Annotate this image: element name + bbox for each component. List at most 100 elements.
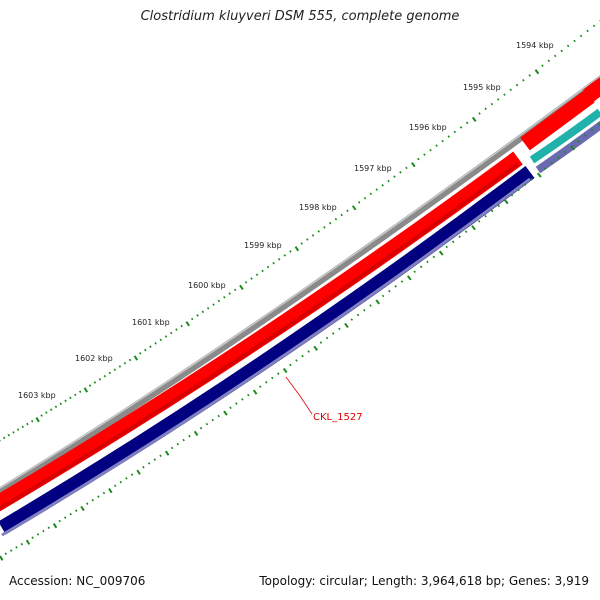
ruler-tick: [217, 299, 221, 303]
forward-gene-bar[interactable]: [0, 151, 523, 512]
ruler-tick: [259, 385, 262, 388]
ruler-tick: [319, 341, 323, 344]
ruler-tick: [235, 402, 238, 405]
ruler-tick: [387, 179, 390, 183]
ruler-tick: [193, 430, 199, 437]
ruler-tick: [21, 425, 24, 429]
ruler-tick: [530, 178, 533, 181]
ruler-label: 1601 kbp: [132, 318, 170, 327]
ruler-tick: [4, 552, 8, 555]
ruler-tick: [317, 230, 320, 233]
ruler-tick: [149, 345, 152, 348]
backbone-track: [0, 75, 600, 496]
ruler-tick: [490, 102, 494, 106]
reverse-gene-shade: [1, 177, 531, 537]
ruler-tick: [417, 157, 420, 161]
ruler-tick: [523, 183, 527, 186]
reverse-gene-bar[interactable]: [0, 166, 535, 535]
ruler-tick: [534, 69, 540, 75]
ruler-tick: [12, 431, 15, 434]
ruler-tick: [399, 171, 402, 174]
ruler-tick: [170, 446, 174, 450]
ruler-tick: [490, 209, 494, 213]
ruler-tick: [592, 24, 596, 28]
ruler-tick: [369, 192, 373, 196]
ruler-tick: [543, 167, 547, 170]
ruler-tick: [130, 473, 134, 476]
ruler-tick: [363, 196, 367, 200]
ruler-tick: [47, 526, 51, 530]
ruler-tick: [108, 371, 112, 375]
ruler-tick: [147, 462, 151, 465]
ruler-tick: [438, 250, 444, 256]
map-title: Clostridium kluyveri DSM 555, complete g…: [140, 9, 460, 24]
ruler-label: 1600 kbp: [188, 281, 226, 290]
ruler-tick: [453, 130, 457, 134]
ruler-tick: [344, 322, 349, 329]
ruler-tick: [528, 74, 531, 77]
ruler-tick: [212, 303, 215, 306]
ruler-tick: [393, 175, 396, 178]
ruler-tick: [128, 358, 132, 362]
ruler-tick: [579, 34, 583, 38]
ruler-tick: [266, 265, 270, 269]
ruler-tick: [164, 335, 168, 338]
ruler-tick: [517, 188, 520, 192]
ruler-tick: [52, 523, 58, 529]
ruler-tick: [91, 498, 95, 502]
ruler-tick: [108, 488, 113, 494]
forward-gene-2[interactable]: [520, 89, 595, 151]
ruler-tick: [142, 465, 145, 469]
ruler-tick: [277, 372, 280, 375]
ruler-tick: [223, 295, 226, 299]
ruler-tick: [363, 308, 366, 312]
ruler-tick: [159, 454, 162, 458]
ruler-tick: [64, 516, 67, 519]
ruler-tick: [560, 49, 563, 53]
ruler-tick: [205, 422, 209, 426]
ruler-tick: [419, 265, 423, 269]
ruler-tick: [553, 54, 557, 58]
teal-feature-lower[interactable]: [535, 120, 600, 174]
ruler-tick: [323, 226, 326, 229]
ruler-tick: [69, 512, 72, 516]
ruler-tick: [441, 139, 444, 143]
teal-feature[interactable]: [529, 108, 600, 164]
ruler-tick: [478, 112, 481, 115]
ruler-tick: [282, 367, 288, 374]
ruler-tick: [590, 128, 594, 132]
ruler-tick: [294, 246, 300, 252]
ruler-tick: [338, 327, 341, 331]
ruler-tick: [159, 338, 162, 342]
ruler-tick: [435, 144, 438, 147]
ruler-tick: [250, 277, 253, 280]
ruler-tick: [277, 258, 281, 261]
ruler-tick: [271, 376, 274, 380]
ruler-tick: [185, 321, 190, 327]
ruler-tick: [74, 393, 77, 397]
ruler-tick: [357, 201, 361, 204]
backbone-highlight: [0, 75, 600, 489]
ruler-tick: [313, 345, 318, 351]
ruler-tick: [217, 414, 220, 418]
ruler-tick: [119, 480, 122, 484]
ruler-tick: [597, 123, 600, 126]
ruler-tick: [113, 484, 117, 488]
ruler-tick: [586, 29, 589, 33]
ruler-tick: [138, 352, 142, 355]
ruler-tick: [133, 355, 139, 361]
ruler-tick: [464, 230, 468, 233]
ruler-label: 1603 kbp: [18, 391, 56, 400]
ruler-tick: [447, 135, 450, 138]
ruler-tick: [471, 225, 476, 231]
ruler-tick: [484, 107, 487, 111]
forward-gene-3[interactable]: [583, 77, 600, 103]
ruler-tick: [400, 280, 404, 283]
ruler-tick: [228, 292, 231, 295]
ruler-tick: [356, 313, 360, 317]
ruler-tick: [20, 542, 24, 546]
ruler-tick: [510, 193, 514, 197]
ruler-tick: [223, 410, 228, 416]
feature-label-ckl-1527[interactable]: CKL_1527: [313, 412, 363, 423]
